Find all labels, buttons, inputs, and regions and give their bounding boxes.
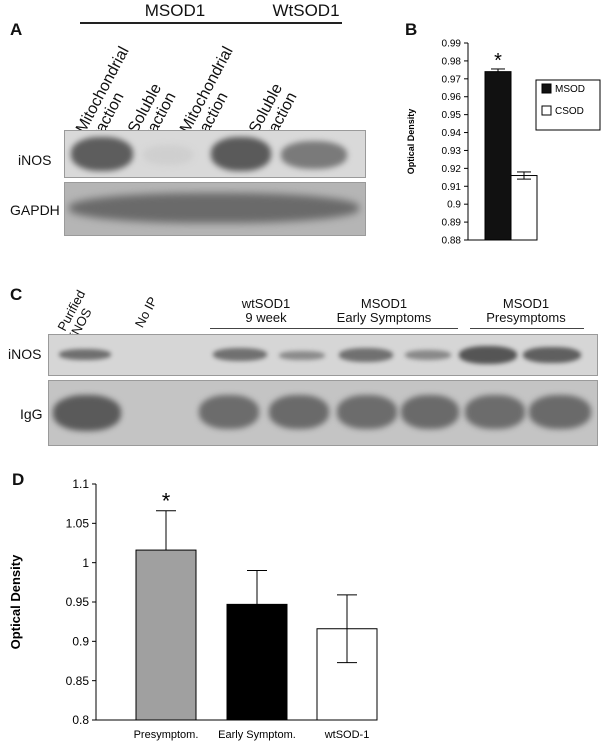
blot-a-gapdh (64, 182, 366, 236)
chart-d-bar-1 (226, 603, 288, 721)
chart-b-legend-label-1: CSOD (555, 106, 584, 117)
band-a-gapdh (69, 193, 359, 223)
group-label-wtsod1-9week: wtSOD1 9 week (226, 297, 306, 325)
band-a-inos-2 (143, 145, 193, 165)
chart-b-ytick-label-11: 0.99 (442, 39, 462, 50)
chart-d-ytick-label-6: 1.1 (72, 477, 89, 491)
chart-d-ytick-label-4: 1 (82, 556, 89, 570)
chart-d-significance: * (162, 489, 171, 514)
chart-d-category-label-2: wtSOD-1 (324, 729, 370, 741)
chart-b-bar-0 (484, 71, 512, 241)
chart-b-ytick-label-1: 0.89 (442, 218, 462, 229)
chart-b-legend: MSOD CSOD (535, 79, 601, 131)
blot-a-inos (64, 130, 366, 178)
band-c-inos-3 (213, 348, 267, 361)
band-c-inos-1 (59, 349, 111, 360)
band-c-inos-6 (405, 350, 451, 360)
group-label-msod1: MSOD1 (144, 1, 206, 20)
band-c-igg-8 (529, 395, 591, 429)
band-a-inos-1 (71, 137, 133, 171)
panel-c-letter: C (10, 285, 23, 304)
group-label-wtsod1: WtSOD1 (272, 1, 340, 20)
group-c-2-line2: Early Symptoms (336, 310, 432, 325)
chart-d-bars: Presymptom. * Early Symptom. wtSOD-1 (134, 489, 378, 741)
band-c-igg-7 (465, 395, 525, 429)
row-label-inos-a: iNOS (18, 152, 52, 168)
chart-b-ylabel: Optical Density (406, 109, 416, 175)
chart-b-legend-swatch-1 (541, 105, 552, 116)
group-line-wtsod1-9week (210, 328, 312, 329)
lane-label-purified-inos: Purified iNOS (54, 247, 122, 340)
band-c-inos-5 (339, 348, 393, 362)
band-c-inos-7 (459, 346, 517, 364)
chart-b-ytick-label-4: 0.92 (442, 164, 462, 175)
chart-b-ytick-label-5: 0.93 (442, 146, 462, 157)
band-c-inos-4 (279, 351, 325, 360)
group-line-msod1-early (306, 328, 458, 329)
chart-b-ytick-label-9: 0.97 (442, 74, 462, 85)
row-label-inos-c: iNOS (8, 346, 42, 362)
band-c-inos-8 (523, 347, 581, 363)
chart-d-category-label-0: Presymptom. (134, 729, 199, 741)
chart-d-ytick-label-3: 0.95 (66, 595, 90, 609)
chart-b-axes: 0.88 0.89 0.9 0.91 0.92 0.93 0.94 0.95 0.96 0.97 0… (406, 39, 530, 247)
group-c-2-line1: MSOD1 (360, 296, 408, 311)
chart-d: 0.8 0.85 0.9 0.95 1 1.05 1.1 Optical Density Pr… (8, 477, 378, 741)
chart-b-ytick-label-3: 0.91 (442, 182, 462, 193)
chart-b-ytick-label-10: 0.98 (442, 56, 462, 67)
chart-d-ylabel: Optical Density (8, 554, 23, 649)
group-line-msod1-presymptoms (470, 328, 584, 329)
blot-c-igg (48, 380, 598, 446)
panel-b-letter: B (405, 20, 418, 39)
band-a-inos-3 (211, 137, 271, 171)
chart-b-bar-1 (510, 175, 538, 241)
chart-d-ytick-label-2: 0.9 (72, 635, 89, 649)
panel-d-letter: D (12, 470, 25, 489)
group-line-wtsod1 (234, 22, 342, 24)
chart-b-legend-swatch-0 (541, 83, 552, 94)
chart-d-category-label-1: Early Symptom. (218, 729, 296, 741)
group-c-3-line2: Presymptoms (486, 310, 566, 325)
chart-b-bars: * (484, 50, 538, 241)
chart-d-bar-0 (135, 549, 197, 721)
row-label-igg: IgG (20, 406, 43, 422)
chart-b-ytick-label-2: 0.9 (447, 200, 461, 211)
group-c-3-line1: MSOD1 (502, 296, 550, 311)
chart-b-significance: * (494, 50, 502, 72)
group-label-msod1-presymptoms: MSOD1 Presymptoms (468, 297, 584, 325)
band-c-igg-4 (269, 395, 329, 429)
lane-label-no-ip: No IP (131, 294, 161, 330)
chart-d-ytick-label-1: 0.85 (66, 674, 90, 688)
chart-b-ytick-label-6: 0.94 (442, 128, 462, 139)
band-c-igg-6 (401, 395, 459, 429)
band-c-igg-1 (53, 395, 121, 431)
band-c-igg-5 (337, 395, 397, 429)
group-label-msod1-early: MSOD1 Early Symptoms (318, 297, 450, 325)
panel-a-letter: A (10, 20, 23, 39)
chart-b: 0.88 0.89 0.9 0.91 0.92 0.93 0.94 0.95 0.96 0.97 0… (406, 39, 601, 247)
chart-d-ytick-label-0: 0.8 (72, 713, 89, 727)
group-line-msod1 (80, 22, 268, 24)
group-c-1-line2: 9 week (245, 310, 287, 325)
chart-d-ytick-label-5: 1.05 (66, 517, 90, 531)
chart-b-ytick-label-8: 0.96 (442, 92, 462, 103)
chart-b-legend-label-0: MSOD (555, 84, 585, 95)
row-label-gapdh: GAPDH (10, 202, 60, 218)
blot-c-inos (48, 334, 598, 376)
band-a-inos-4 (281, 141, 347, 169)
chart-b-ytick-label-0: 0.88 (442, 236, 462, 247)
chart-b-ytick-label-7: 0.95 (442, 110, 462, 121)
band-c-igg-3 (199, 395, 259, 429)
group-c-1-line1: wtSOD1 (241, 296, 291, 311)
